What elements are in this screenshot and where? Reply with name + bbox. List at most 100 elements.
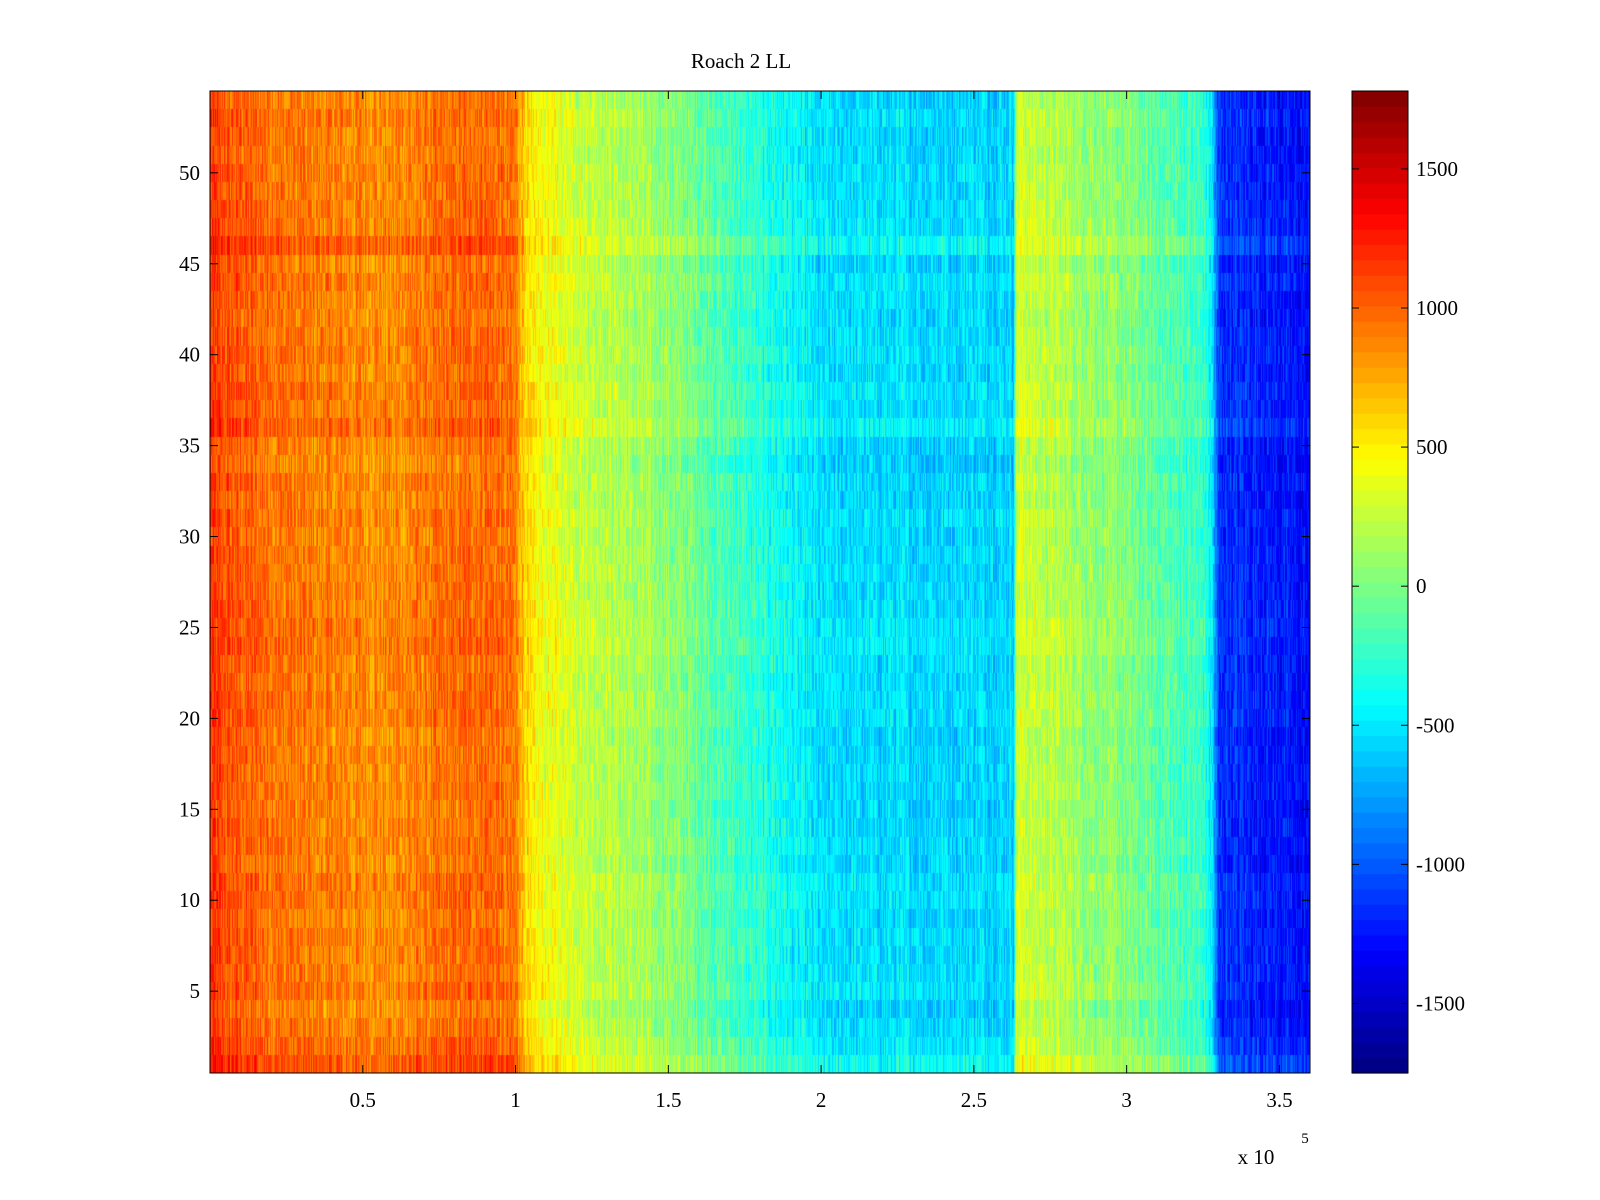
colorbar-swatch <box>1352 305 1408 322</box>
colorbar-swatch <box>1352 750 1408 767</box>
colorbar-swatch <box>1352 351 1408 368</box>
colorbar-swatch <box>1352 919 1408 936</box>
colorbar-tick-label: 1500 <box>1416 157 1458 181</box>
colorbar-swatch <box>1352 628 1408 644</box>
colorbar-swatch <box>1352 321 1408 338</box>
colorbar <box>1351 90 1409 1074</box>
x-axis: 0.5 1 1.5 2 2.5 3 3.5 <box>350 91 1293 1112</box>
x-tick-label: 2.5 <box>961 1088 987 1112</box>
colorbar-swatch <box>1352 413 1408 430</box>
colorbar-swatch <box>1352 950 1408 967</box>
colorbar-swatch <box>1352 198 1408 215</box>
colorbar-swatch <box>1352 566 1408 583</box>
colorbar-tick-label: 1000 <box>1416 296 1458 320</box>
x-tick-label: 3 <box>1121 1088 1132 1112</box>
y-tick-label: 20 <box>179 706 200 730</box>
x-axis-multiplier: x 10 <box>1238 1145 1275 1169</box>
colorbar-swatch <box>1352 766 1408 783</box>
colorbar-swatch <box>1352 1057 1408 1074</box>
colorbar-swatch <box>1352 137 1408 153</box>
y-tick-label: 10 <box>179 888 200 912</box>
colorbar-swatch <box>1352 1011 1408 1028</box>
colorbar-tick-label: -1000 <box>1416 852 1465 876</box>
colorbar-swatch <box>1352 167 1408 184</box>
colorbar-swatch <box>1352 980 1408 997</box>
colorbar-swatch <box>1352 459 1408 476</box>
colorbar-swatch <box>1352 842 1408 859</box>
colorbar-tick-label: 0 <box>1416 574 1427 598</box>
heatmap-cells <box>210 91 1310 1073</box>
y-tick-label: 40 <box>179 343 200 367</box>
colorbar-swatch <box>1352 827 1408 844</box>
colorbar-swatch <box>1352 367 1408 384</box>
colorbar-swatch <box>1352 781 1408 798</box>
colorbar-swatch <box>1352 934 1408 951</box>
colorbar-swatch <box>1352 520 1408 537</box>
colorbar-swatch <box>1352 612 1408 629</box>
colorbar-swatch <box>1352 275 1408 292</box>
y-axis: 5 10 15 20 25 30 35 40 45 50 <box>179 161 1310 1003</box>
colorbar-swatch <box>1352 796 1408 813</box>
colorbar-swatch <box>1352 735 1408 752</box>
heatmap-area <box>210 91 1310 1073</box>
y-tick-label: 30 <box>179 525 200 549</box>
x-tick-label: 1 <box>510 1088 521 1112</box>
colorbar-swatch <box>1352 336 1408 353</box>
colorbar-swatch <box>1352 121 1408 138</box>
colorbar-swatch <box>1352 428 1408 445</box>
colorbar-swatch <box>1352 152 1408 169</box>
colorbar-swatch <box>1352 873 1408 890</box>
colorbar-swatch <box>1352 597 1408 614</box>
colorbar-swatch <box>1352 229 1408 246</box>
colorbar-swatch <box>1352 259 1408 276</box>
x-tick-label: 0.5 <box>350 1088 376 1112</box>
y-tick-label: 45 <box>179 252 200 276</box>
colorbar-swatch <box>1352 1042 1408 1059</box>
colorbar-swatch <box>1352 965 1408 982</box>
colorbar-swatch <box>1352 244 1408 261</box>
y-tick-label: 15 <box>179 797 200 821</box>
colorbar-swatch <box>1352 535 1408 552</box>
colorbar-swatch <box>1352 858 1408 875</box>
colorbar-swatch <box>1352 704 1408 721</box>
colorbar-swatch <box>1352 689 1408 706</box>
colorbar-swatch <box>1352 474 1408 491</box>
colorbar-swatch <box>1352 382 1408 399</box>
colorbar-swatch <box>1352 658 1408 675</box>
colorbar-swatch <box>1352 720 1408 737</box>
colorbar-swatch <box>1352 674 1408 691</box>
colorbar-border <box>1351 90 1409 1074</box>
colorbar-swatch <box>1352 996 1408 1013</box>
plot-frame <box>209 90 1311 1074</box>
x-tick-label: 1.5 <box>655 1088 681 1112</box>
colorbar-swatch <box>1352 443 1408 460</box>
y-tick-label: 50 <box>179 161 200 185</box>
colorbar-swatch <box>1352 1026 1408 1043</box>
colorbar-swatch <box>1352 582 1408 598</box>
colorbar-swatch <box>1352 91 1408 107</box>
x-axis-multiplier-exponent: 5 <box>1301 1131 1309 1147</box>
colorbar-swatch <box>1352 904 1408 921</box>
colorbar-swatch <box>1352 290 1408 307</box>
colorbar-tick-label: -1500 <box>1416 991 1465 1015</box>
colorbar-swatch <box>1352 888 1408 905</box>
colorbar-swatch <box>1352 812 1408 829</box>
x-tick-label: 3.5 <box>1266 1088 1292 1112</box>
y-tick-label: 5 <box>190 979 201 1003</box>
colorbar-swatch <box>1352 397 1408 414</box>
colorbar-tick-label: -500 <box>1416 713 1455 737</box>
chart-title: Roach 2 LL <box>691 49 791 73</box>
colorbar-swatch <box>1352 643 1408 660</box>
colorbar-swatch <box>1352 551 1408 568</box>
colorbar-swatch <box>1352 183 1408 200</box>
plot-border <box>209 90 1311 1074</box>
colorbar-swatch <box>1352 106 1408 123</box>
colorbar-swatch <box>1352 489 1408 506</box>
colorbar-swatch <box>1352 213 1408 230</box>
y-tick-label: 35 <box>179 434 200 458</box>
colorbar-swatch <box>1352 505 1408 522</box>
colorbar-axis: 1500 1000 500 0 -500 -1000 -1500 <box>1352 157 1465 1015</box>
colorbar-tick-label: 500 <box>1416 435 1448 459</box>
x-tick-label: 2 <box>816 1088 827 1112</box>
